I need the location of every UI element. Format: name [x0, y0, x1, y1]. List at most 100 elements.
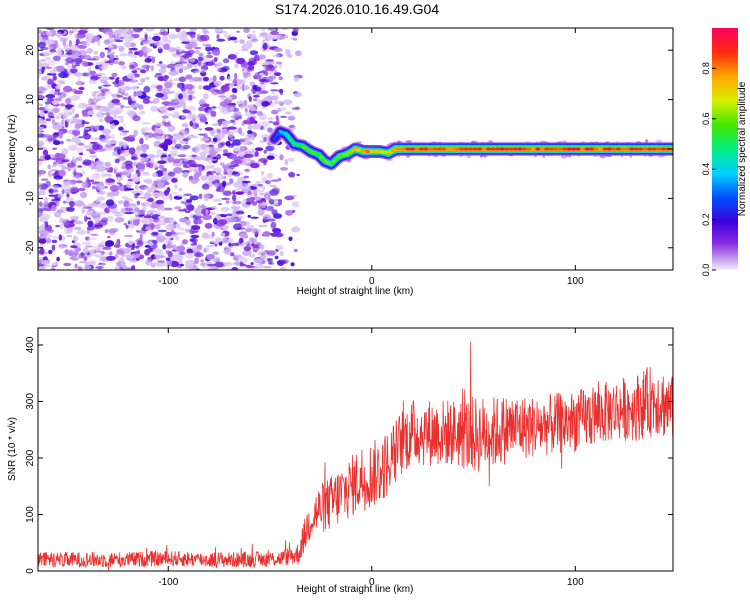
noise-blotch [40, 59, 46, 62]
snr-x-tick-label: -100 [158, 577, 178, 588]
noise-blotch [201, 183, 210, 190]
noise-blotch [156, 181, 165, 189]
noise-blotch [222, 65, 230, 72]
noise-blotch [284, 195, 295, 201]
noise-blotch [46, 83, 52, 90]
signal-core-point [333, 157, 339, 161]
noise-blotch [225, 199, 229, 205]
noise-blotch [100, 138, 109, 144]
noise-blotch [194, 49, 200, 55]
noise-blotch [46, 40, 54, 44]
noise-blotch [65, 197, 75, 202]
noise-blotch [105, 178, 115, 183]
noise-blotch [39, 243, 44, 248]
noise-blotch [210, 111, 217, 117]
noise-blotch [119, 183, 123, 187]
noise-blotch [267, 127, 273, 133]
noise-blotch [232, 190, 236, 195]
noise-blotch [266, 95, 273, 103]
noise-blotch [210, 106, 217, 109]
heatmap-x-tick-label: 0 [369, 276, 375, 287]
noise-blotch [251, 38, 259, 42]
noise-blotch [125, 225, 129, 229]
noise-blotch [279, 154, 284, 161]
noise-blotch [160, 235, 166, 241]
noise-blotch [277, 260, 287, 264]
noise-blotch [133, 28, 143, 33]
noise-blotch [158, 164, 165, 170]
noise-blotch [122, 149, 131, 157]
noise-blotch [242, 42, 253, 50]
noise-blotch [74, 263, 78, 269]
noise-blotch [108, 44, 113, 49]
noise-blotch [58, 112, 64, 116]
noise-blotch [176, 45, 181, 50]
signal-core-point [553, 147, 559, 151]
noise-blotch [130, 86, 138, 90]
signal-core-point [436, 147, 442, 151]
noise-blotch [114, 166, 118, 172]
noise-blotch [110, 123, 116, 130]
signal-speckle [480, 155, 483, 158]
noise-blotch [38, 174, 42, 177]
noise-blotch [247, 130, 253, 134]
noise-blotch [173, 134, 183, 140]
noise-blotch [278, 76, 283, 81]
noise-blotch [260, 71, 265, 78]
noise-blotch [38, 185, 42, 190]
noise-blotch [170, 98, 180, 106]
noise-blotch [74, 186, 78, 190]
noise-blotch [63, 262, 72, 267]
noise-blotch [191, 225, 201, 231]
noise-blotch [75, 157, 81, 161]
noise-blotch [259, 254, 267, 260]
noise-blotch [132, 173, 139, 180]
noise-blotch [140, 218, 151, 224]
noise-blotch [58, 244, 67, 249]
noise-blotch [267, 258, 273, 264]
heatmap-signal-ridge [267, 125, 673, 171]
noise-blotch [150, 158, 154, 164]
signal-core-point [566, 147, 572, 151]
noise-blotch [86, 39, 93, 43]
noise-blotch [160, 133, 166, 136]
noise-blotch [62, 85, 73, 93]
noise-blotch [89, 248, 95, 254]
signal-core-point [468, 147, 474, 151]
noise-blotch [129, 64, 135, 70]
noise-blotch [252, 59, 257, 65]
noise-blotch [193, 252, 204, 258]
noise-blotch [165, 224, 176, 231]
noise-blotch [70, 245, 78, 249]
signal-speckle [466, 155, 471, 158]
noise-blotch [146, 198, 153, 202]
signal-core-point [535, 147, 541, 151]
noise-blotch [256, 111, 263, 116]
noise-blotch [260, 202, 268, 206]
noise-blotch [256, 98, 261, 102]
noise-blotch [241, 160, 248, 166]
noise-blotch [257, 183, 263, 187]
noise-blotch [237, 150, 246, 157]
noise-blotch [247, 65, 255, 70]
noise-blotch [188, 94, 193, 101]
noise-blotch [284, 158, 288, 166]
noise-blotch [256, 180, 261, 184]
noise-blotch [163, 121, 171, 127]
noise-blotch [135, 146, 143, 151]
noise-blotch [293, 92, 302, 98]
noise-blotch [165, 237, 172, 244]
noise-blotch [61, 148, 69, 155]
noise-blotch [250, 110, 256, 114]
noise-blotch [38, 41, 46, 49]
noise-blotch [266, 155, 275, 160]
signal-core-point [629, 147, 635, 151]
noise-blotch [266, 250, 276, 256]
noise-blotch [73, 72, 83, 77]
noise-blotch [78, 260, 88, 264]
signal-core-point [418, 147, 424, 151]
noise-blotch [253, 196, 262, 201]
noise-blotch [264, 208, 271, 212]
noise-blotch [233, 223, 242, 231]
noise-blotch [67, 249, 75, 257]
